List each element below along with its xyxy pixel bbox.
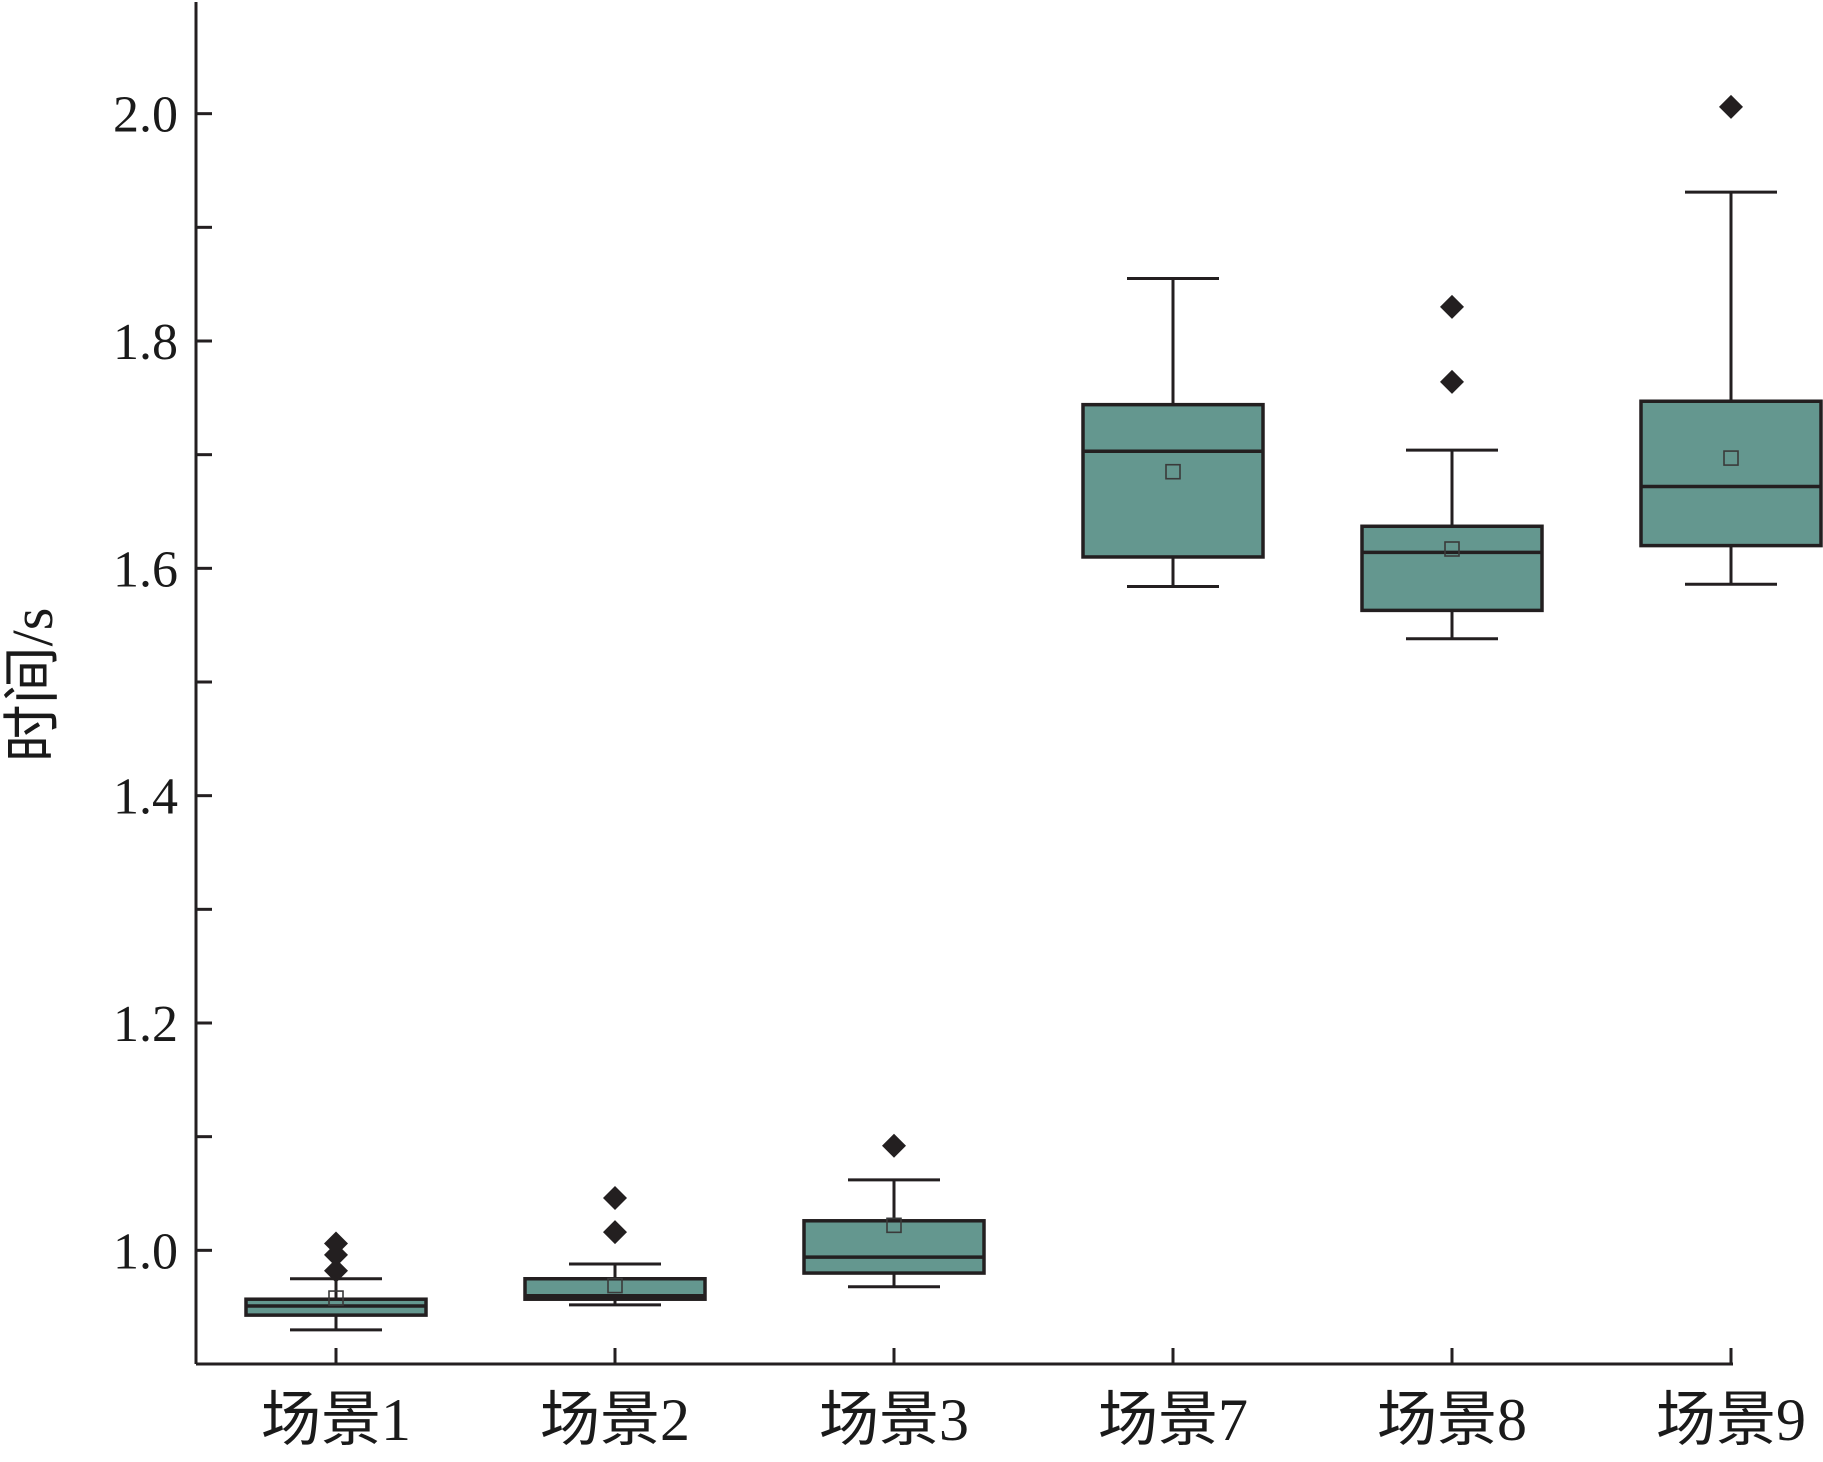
iqr-box [1360, 524, 1544, 613]
mean-marker [1165, 463, 1181, 480]
y-tick-label: 1.2 [113, 996, 178, 1053]
y-tick-label: 1.6 [113, 541, 178, 598]
mean-marker [607, 1277, 623, 1294]
x-category-label: 场景8 [1377, 1387, 1527, 1453]
box-4 [1081, 276, 1265, 589]
x-category-label: 场景9 [1656, 1387, 1806, 1453]
y-tick-label: 1.0 [113, 1223, 178, 1280]
mean-marker [1723, 450, 1739, 466]
outlier-point [603, 1186, 627, 1211]
outlier-point [324, 1231, 348, 1256]
boxes-layer [244, 94, 1823, 1332]
iqr-box [802, 1219, 986, 1275]
y-tick-label: 2.0 [113, 87, 178, 144]
outlier-point [324, 1258, 348, 1283]
box-5 [1360, 294, 1544, 641]
box-2 [523, 1186, 707, 1307]
axes: 1.0 1.2 1.4 1.6 1.8 2.0 场景1 场景2 场景3 场景7 场景8 场景9 [113, 2, 1806, 1453]
x-category-label: 场景3 [819, 1387, 969, 1453]
iqr-box [1081, 402, 1265, 559]
outlier-point [882, 1133, 906, 1158]
outlier-point [1440, 294, 1464, 319]
box-3 [802, 1133, 986, 1289]
y-tick-label: 1.8 [113, 314, 178, 371]
x-category-label: 场景7 [1098, 1387, 1248, 1453]
x-category-label: 场景2 [540, 1387, 690, 1453]
iqr-box [1639, 399, 1823, 548]
outlier-point [1440, 369, 1464, 394]
box-1 [244, 1231, 428, 1332]
y-tick-label: 1.4 [113, 769, 178, 826]
x-category-label: 场景1 [261, 1387, 411, 1453]
box-6 [1639, 94, 1823, 586]
mean-marker [328, 1290, 344, 1306]
mean-marker [1444, 541, 1460, 557]
y-axis-title: 时间/s [0, 608, 65, 763]
outlier-point [603, 1220, 627, 1245]
mean-marker [886, 1217, 902, 1234]
outlier-point [1719, 94, 1743, 119]
